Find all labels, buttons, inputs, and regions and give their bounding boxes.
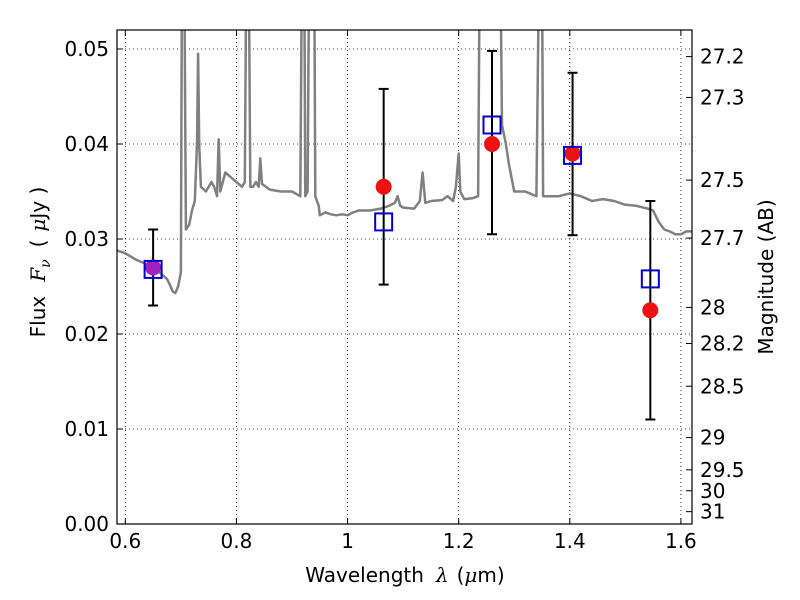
y-tick-label: 0.02 [64, 322, 109, 346]
x-tick-label: 0.6 [109, 529, 141, 553]
y-label-unit-mu: μ [26, 219, 50, 232]
y2-tick-label: 28 [700, 295, 725, 319]
x-label-text: Wavelength [305, 563, 424, 587]
y2-tick-label: 27.3 [700, 85, 745, 109]
spectrum-series [117, 30, 692, 295]
model-square [640, 269, 660, 289]
y2-tick-label: 27.2 [700, 45, 745, 69]
y-tick-label: 0.03 [64, 227, 109, 251]
errorbar-series [148, 49, 656, 421]
x-label-unit-open: ( [457, 563, 465, 587]
y-tick-label: 0.00 [64, 512, 109, 536]
photometry-point [375, 178, 392, 195]
plot-frame [116, 29, 693, 525]
x-tick-label: 1.2 [443, 529, 475, 553]
x-label-unit-rest: m) [477, 563, 504, 587]
y-label-symbol: F [26, 267, 50, 283]
y2-axis-label: Magnitude (AB) [754, 199, 778, 354]
x-tick-label: 1 [341, 529, 354, 553]
y-tick-label: 0.04 [64, 132, 109, 156]
photometry-point [145, 259, 162, 276]
spectrum-line [117, 30, 692, 295]
y2-tick-label: 30 [700, 479, 725, 503]
x-label-unit-mu: μ [464, 563, 477, 587]
model-square [143, 259, 163, 279]
model-squares [143, 115, 660, 289]
y2-tick-label: 29.5 [700, 458, 745, 482]
y2-tick-label: 28.2 [700, 332, 745, 356]
y-label-unit-open: ( [26, 240, 50, 248]
x-axis-label: Wavelength λ (μm) [305, 563, 504, 587]
y2-tick-label: 27.7 [700, 226, 745, 250]
x-axis: 0.6 0.8 1 1.2 1.4 1.6 [109, 30, 697, 553]
y2-tick-label: 29 [700, 426, 725, 450]
x-tick-label: 0.8 [221, 529, 253, 553]
photometry-point [484, 136, 500, 152]
photometry-point [642, 302, 659, 319]
x-tick-label: 1.4 [554, 529, 586, 553]
model-square [482, 115, 502, 135]
y-label-text: Flux [26, 296, 50, 338]
y-label-unit-rest: Jy ) [26, 187, 50, 221]
x-label-symbol: λ [435, 563, 449, 587]
x-tick-label: 1.6 [665, 529, 697, 553]
photometry-points [145, 136, 659, 319]
y-label-subscript: ν [38, 259, 54, 268]
photometry-point [564, 145, 581, 162]
model-square [374, 212, 394, 232]
y-tick-label: 0.01 [64, 417, 109, 441]
y-axis: 0.00 0.01 0.02 0.03 0.04 0.05 [64, 37, 123, 536]
y2-tick-label: 31 [700, 500, 725, 524]
y-axis-label: Flux Fν ( μJy ) [26, 187, 54, 338]
model-square [563, 145, 583, 165]
grid [117, 30, 692, 524]
y2-tick-label: 27.5 [700, 168, 745, 192]
y2-tick-label: 28.5 [700, 374, 745, 398]
y-tick-label: 0.05 [64, 37, 109, 61]
